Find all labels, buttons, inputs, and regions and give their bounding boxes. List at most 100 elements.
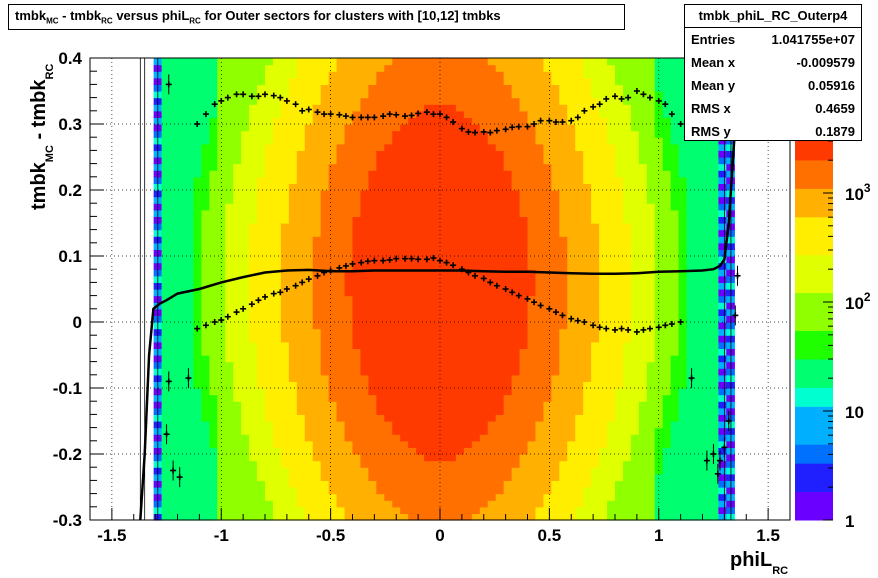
heatmap-cell — [272, 473, 282, 481]
heatmap-cell — [225, 190, 234, 198]
heatmap-cell — [455, 183, 465, 191]
heatmap-cell — [280, 407, 290, 415]
heatmap-cell — [670, 447, 680, 455]
heatmap-cell — [209, 71, 218, 79]
heatmap-cell — [265, 170, 274, 178]
heatmap-cell — [527, 190, 537, 198]
heatmap-cell — [551, 124, 560, 132]
heatmap-cell — [662, 302, 672, 310]
heatmap-cell — [654, 434, 664, 442]
heatmap-cell — [233, 117, 242, 125]
heatmap-cell — [257, 262, 266, 270]
heatmap-cell — [336, 467, 346, 475]
heatmap-cell — [686, 196, 696, 204]
heatmap-cell — [312, 64, 322, 72]
heatmap-cell — [455, 348, 465, 356]
heatmap-cell — [312, 229, 322, 237]
heatmap-cell — [272, 124, 282, 132]
heatmap-cell — [161, 381, 171, 389]
heatmap-cell — [376, 84, 385, 92]
heatmap-cell — [209, 137, 218, 145]
heatmap-cell — [646, 282, 656, 290]
heatmap-cell — [535, 335, 545, 343]
heatmap-cell — [511, 176, 521, 184]
heatmap-cell — [630, 209, 640, 217]
heatmap-cell — [551, 401, 560, 409]
heatmap-cell — [392, 216, 401, 224]
heatmap-cell — [272, 454, 282, 462]
heatmap-cell — [615, 394, 624, 402]
heatmap-cell — [710, 341, 720, 349]
heatmap-cell — [662, 335, 672, 343]
heatmap-cell — [432, 374, 441, 382]
heatmap-cell — [455, 150, 465, 158]
heatmap-cell — [503, 110, 513, 118]
heatmap-cell — [424, 104, 433, 112]
heatmap-cell — [296, 203, 306, 211]
heatmap-cell — [527, 454, 537, 462]
heatmap-cell — [511, 388, 521, 396]
heatmap-cell — [432, 223, 441, 231]
heatmap-cell — [432, 487, 441, 495]
heatmap-cell — [304, 394, 314, 402]
heatmap-cell — [615, 473, 624, 481]
heatmap-cell — [607, 506, 616, 514]
heatmap-cell — [241, 414, 250, 422]
heatmap-cell — [471, 289, 481, 297]
heatmap-cell — [177, 394, 187, 402]
heatmap-cell — [646, 117, 656, 125]
heatmap-cell — [535, 256, 545, 264]
heatmap-cell — [320, 58, 330, 66]
heatmap-cell — [296, 137, 306, 145]
heatmap-cell — [567, 170, 576, 178]
heatmap-cell — [630, 223, 640, 231]
heatmap-cell — [503, 170, 513, 178]
heatmap-cell — [400, 170, 409, 178]
heatmap-cell — [424, 110, 433, 118]
heatmap-cell — [177, 348, 187, 356]
heatmap-cell — [535, 322, 545, 330]
heatmap-cell — [543, 388, 552, 396]
heatmap-cell — [320, 275, 330, 283]
heatmap-cell — [583, 341, 592, 349]
heatmap-cell — [455, 506, 465, 514]
heatmap-cell — [527, 249, 537, 257]
heatmap-cell — [209, 190, 218, 198]
heatmap-cell — [241, 256, 250, 264]
heatmap-cell — [615, 493, 624, 501]
heatmap-cell — [511, 91, 521, 99]
heatmap-cell — [424, 223, 433, 231]
heatmap-cell — [654, 124, 664, 132]
heatmap-cell — [670, 91, 680, 99]
heatmap-cell — [265, 242, 274, 250]
heatmap-cell — [583, 143, 592, 151]
heatmap-cell — [336, 460, 346, 468]
heatmap-cell — [519, 434, 529, 442]
heatmap-cell — [257, 216, 266, 224]
heatmap-cell — [161, 322, 171, 330]
heatmap-cell — [296, 150, 306, 158]
heatmap-cell — [233, 302, 242, 310]
heatmap-cell — [670, 209, 680, 217]
heatmap-cell — [336, 183, 346, 191]
heatmap-cell — [503, 421, 513, 429]
heatmap-cell — [503, 242, 513, 250]
heatmap-cell — [280, 487, 290, 495]
heatmap-cell — [702, 487, 712, 495]
heatmap-cell — [177, 374, 187, 382]
heatmap-cell — [527, 414, 537, 422]
heatmap-cell — [352, 58, 362, 66]
heatmap-cell — [615, 414, 624, 422]
heatmap-cell — [654, 170, 664, 178]
heatmap-cell — [368, 460, 377, 468]
heatmap-cell — [368, 295, 377, 303]
heatmap-cell — [630, 262, 640, 270]
heatmap-cell — [360, 150, 370, 158]
heatmap-cell — [161, 176, 171, 184]
heatmap-cell — [272, 282, 282, 290]
heatmap-cell — [615, 130, 624, 138]
heatmap-cell — [225, 381, 234, 389]
heatmap-cell — [336, 493, 346, 501]
heatmap-cell — [169, 242, 179, 250]
heatmap-cell — [320, 104, 330, 112]
